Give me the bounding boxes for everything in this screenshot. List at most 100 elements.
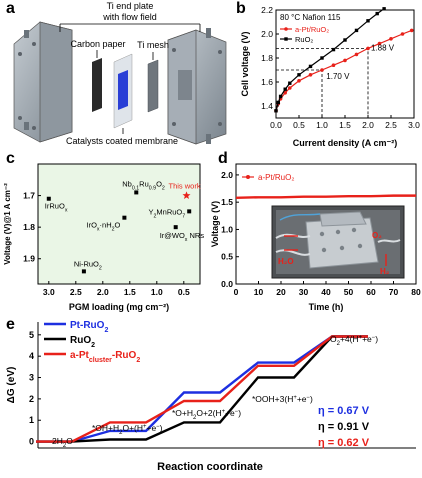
x-axis-label: Current density (A cm⁻²) [293, 138, 397, 148]
y-tick-label: 0 [29, 437, 34, 447]
y-axis-label: Voltage (V) [210, 201, 220, 247]
inset-tube [275, 249, 311, 256]
data-point [320, 56, 324, 60]
x-tick-label: 1.5 [124, 287, 136, 297]
y-tick-label: 1.9 [23, 254, 35, 264]
energy-step-line [36, 335, 368, 443]
x-tick-label: 20 [276, 287, 286, 297]
data-point [343, 38, 347, 42]
x-axis-label: PGM loading (mg cm⁻²) [69, 302, 169, 312]
energy-step-line [36, 335, 368, 443]
x-tick-label: 2.5 [70, 287, 82, 297]
inset-bolt [351, 227, 357, 233]
inset-cell-top [319, 211, 367, 227]
y-tick-label: 1.0 [221, 224, 233, 234]
legend-label: a-Pt/RuO₂ [258, 173, 294, 182]
data-point [288, 81, 292, 85]
panel-d-chart: 0 10 20 30 40 50 60 70 80 0.0 0.5 1.0 1.5 2.0 Time (h)… [210, 163, 421, 312]
panel-a-schematic: Ti end plate with flow field Carbon pape… [13, 1, 227, 146]
x-tick-label: 2.0 [362, 120, 374, 130]
panel-label-e: e [6, 316, 15, 333]
series-line [275, 29, 412, 111]
data-point [389, 37, 393, 41]
overpotential-label: η = 0.67 V [318, 405, 370, 417]
annotation-170: 1.70 V [326, 72, 350, 81]
data-point [366, 19, 370, 23]
data-point [134, 190, 139, 195]
point-label: IrRuOx [45, 202, 68, 214]
carbon-paper [92, 58, 102, 112]
energy-step-line [36, 335, 368, 443]
y-tick-label: 1.4 [261, 101, 273, 111]
point-label: Nb0.1Ru0.9O2 [122, 179, 165, 191]
x-axis-label: Time (h) [309, 302, 344, 312]
legend-marker [284, 37, 288, 41]
label-end-plate: Ti end plate [107, 1, 154, 11]
data-point [288, 86, 292, 90]
data-point-star [182, 191, 191, 199]
x-tick-label: 1.5 [339, 120, 351, 130]
right-end-plate [167, 28, 227, 145]
y-tick-label: 5 [29, 330, 34, 340]
x-tick-label: 3.0 [408, 120, 420, 130]
label-membrane: Catalysts coated membrane [66, 136, 178, 146]
point-label: IrOx·nH2O [86, 221, 120, 233]
data-point [283, 91, 287, 95]
data-point [366, 46, 370, 51]
point-label: Ni-RuO2 [74, 259, 102, 271]
y-tick-label: 0.5 [221, 252, 233, 262]
annotation-188: 1.88 V [371, 43, 395, 52]
legend-label: a-Pt/RuO₂ [295, 25, 329, 34]
data-point [283, 87, 287, 91]
step-label: *OOH+3(H++e−) [252, 394, 313, 404]
legend-label: a-Ptcluster-RuO2 [70, 350, 140, 364]
inset-bolt [357, 243, 363, 249]
data-point [297, 73, 301, 77]
y-tick-label: 1.7 [23, 191, 35, 201]
coated-membrane [113, 53, 133, 129]
point-label: Ir@WOx NRs [160, 231, 205, 243]
y-tick-label: 0.0 [221, 279, 233, 289]
data-point [278, 94, 283, 99]
data-point [400, 32, 405, 36]
data-point [343, 58, 347, 63]
data-point [331, 47, 336, 52]
data-point [375, 11, 379, 16]
legend-label: RuO2 [70, 335, 95, 349]
x-tick-label: 30 [299, 287, 309, 297]
x-tick-label: 50 [344, 287, 354, 297]
y-axis-label: Cell voltage (V) [240, 31, 250, 96]
step-label: *OH+H2O+(H++e−) [92, 423, 163, 436]
x-tick-label: 10 [254, 287, 264, 297]
data-point [382, 7, 386, 11]
x-tick-label: 0.5 [293, 120, 305, 130]
data-point [297, 79, 301, 83]
x-tick-label: 0.0 [270, 120, 282, 130]
inset-label-h2o: H₂O [278, 257, 294, 266]
data-point [354, 28, 359, 33]
y-tick-label: 1 [29, 415, 34, 425]
label-carbon-paper: Carbon paper [70, 39, 125, 49]
point-label: This work [169, 182, 201, 191]
data-point [308, 64, 313, 69]
step-label: O2+4(H++e−) [330, 334, 378, 347]
y-tick-label: 1.8 [23, 222, 35, 232]
x-tick-label: 1.0 [151, 287, 163, 297]
y-tick-label: 2 [29, 394, 34, 404]
y-axis-label: Voltage (V)@1 A cm⁻² [3, 183, 12, 265]
x-tick-label: 0.5 [178, 287, 190, 297]
data-point [409, 28, 414, 33]
legend-label: Pt-RuO2 [70, 320, 108, 334]
x-axis-label: Reaction coordinate [157, 461, 263, 473]
inset-bolt [319, 231, 325, 237]
y-tick-label: 2.2 [261, 5, 273, 15]
y-tick-label: 2.0 [221, 170, 233, 180]
x-tick-label: 80 [411, 287, 421, 297]
x-tick-label: 40 [321, 287, 331, 297]
y-tick-label: 1.8 [261, 53, 273, 63]
data-point [308, 73, 313, 77]
panel-c-chart: 3.0 2.5 2.0 1.5 1.0 0.5 1.7 1.8 1.9 PGM loading (… [3, 163, 205, 312]
data-point [274, 109, 278, 113]
ti-mesh [147, 59, 159, 113]
overpotential-label: η = 0.62 V [318, 437, 370, 449]
